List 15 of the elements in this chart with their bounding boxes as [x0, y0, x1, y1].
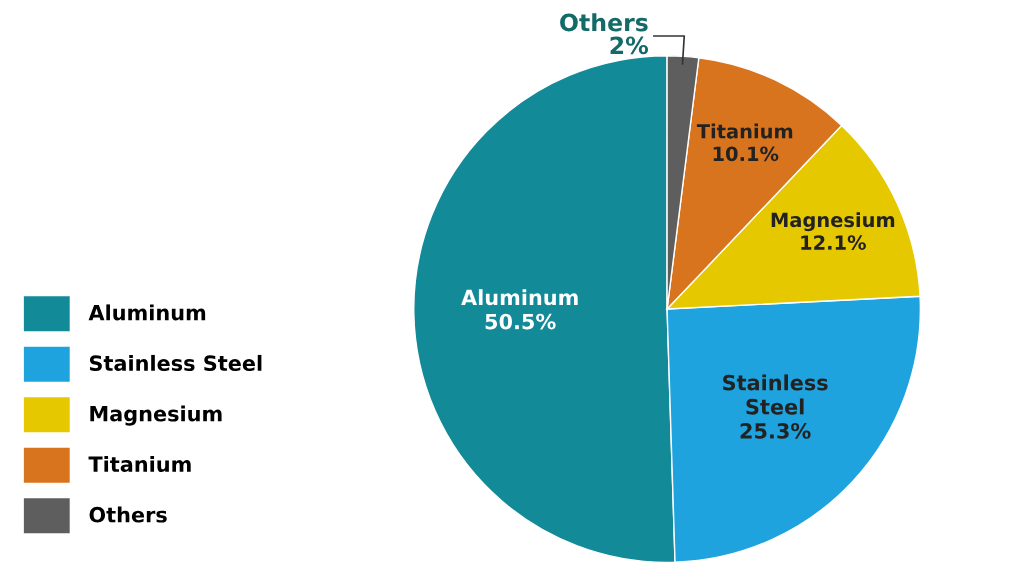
legend-label: Titanium: [88, 455, 191, 473]
data-label: 25.3%: [740, 422, 811, 439]
data-label: 12.1%: [801, 235, 866, 250]
slice-label: Stainless Steel: [723, 374, 828, 415]
legend-label: Stainless Steel: [89, 354, 262, 372]
data-label: 50.5%: [485, 313, 556, 330]
legend-label: Others: [89, 506, 167, 523]
slice-label: Magnesium: [771, 212, 895, 232]
legend-label: Aluminum: [88, 304, 206, 321]
slice-label: Aluminum: [461, 289, 578, 306]
legend-label: Magnesium: [90, 405, 222, 426]
data-label: 2%: [610, 36, 649, 55]
data-label: 10.1%: [713, 146, 779, 162]
slice-label: Titanium: [696, 123, 793, 139]
slice-label: Others: [560, 13, 648, 32]
